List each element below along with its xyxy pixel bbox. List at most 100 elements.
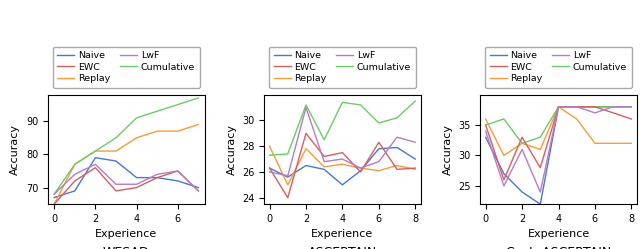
Line: Naive: Naive	[54, 158, 198, 197]
Cumulative	[555, 105, 563, 108]
Replay	[321, 165, 328, 168]
Y-axis label: Accuracy: Accuracy	[10, 124, 20, 175]
EWC	[266, 167, 273, 170]
Replay	[591, 142, 599, 145]
Text: WESAD: WESAD	[103, 246, 150, 249]
LwF	[627, 105, 635, 108]
X-axis label: Experience: Experience	[527, 230, 589, 240]
Cumulative	[573, 105, 580, 108]
Cumulative	[112, 136, 120, 139]
LwF	[92, 163, 99, 166]
Replay	[412, 168, 419, 171]
Naive	[266, 167, 273, 170]
Cumulative	[393, 116, 401, 119]
Replay	[609, 142, 617, 145]
EWC	[51, 203, 58, 206]
Replay	[555, 105, 563, 108]
Replay	[393, 164, 401, 167]
Line: Naive: Naive	[269, 147, 415, 185]
EWC	[375, 141, 383, 144]
Line: EWC: EWC	[54, 168, 198, 204]
Line: Cumulative: Cumulative	[269, 101, 415, 155]
Cumulative	[51, 193, 58, 196]
EWC	[536, 166, 544, 169]
LwF	[518, 148, 526, 151]
Line: EWC: EWC	[486, 107, 631, 180]
Replay	[339, 163, 346, 166]
X-axis label: Experience: Experience	[95, 230, 157, 240]
Replay	[71, 163, 79, 166]
Cumulative	[321, 138, 328, 141]
Replay	[518, 142, 526, 145]
Replay	[482, 118, 490, 121]
LwF	[302, 106, 310, 109]
Naive	[174, 180, 182, 183]
LwF	[356, 167, 364, 170]
Cumulative	[132, 116, 140, 119]
Cumulative	[302, 103, 310, 106]
EWC	[132, 186, 140, 189]
Naive	[555, 105, 563, 108]
Naive	[591, 105, 599, 108]
Cumulative	[266, 154, 273, 157]
LwF	[573, 105, 580, 108]
Naive	[500, 172, 508, 175]
Cumulative	[154, 110, 161, 113]
Cumulative	[92, 150, 99, 153]
Naive	[284, 176, 292, 179]
Naive	[518, 190, 526, 193]
Line: LwF: LwF	[54, 164, 198, 194]
Line: Cumulative: Cumulative	[486, 107, 631, 143]
Line: Replay: Replay	[486, 107, 631, 155]
EWC	[573, 105, 580, 108]
EWC	[174, 170, 182, 173]
LwF	[393, 136, 401, 139]
EWC	[112, 189, 120, 192]
LwF	[266, 171, 273, 174]
LwF	[536, 190, 544, 193]
LwF	[339, 158, 346, 161]
Cumulative	[500, 118, 508, 121]
LwF	[609, 105, 617, 108]
Replay	[132, 136, 140, 139]
Replay	[573, 118, 580, 121]
Naive	[393, 146, 401, 149]
EWC	[71, 180, 79, 183]
Replay	[266, 145, 273, 148]
Replay	[174, 130, 182, 133]
Cumulative	[412, 100, 419, 103]
Naive	[132, 176, 140, 179]
Line: LwF: LwF	[269, 108, 415, 176]
Naive	[573, 105, 580, 108]
Replay	[92, 150, 99, 153]
LwF	[321, 160, 328, 163]
Replay	[375, 169, 383, 172]
LwF	[195, 189, 202, 192]
Naive	[536, 203, 544, 206]
LwF	[482, 130, 490, 133]
Naive	[609, 105, 617, 108]
Line: Replay: Replay	[269, 146, 415, 185]
Line: Cumulative: Cumulative	[54, 98, 198, 194]
Line: Naive: Naive	[486, 107, 631, 204]
Naive	[412, 158, 419, 161]
EWC	[412, 167, 419, 170]
Replay	[154, 130, 161, 133]
Cumulative	[339, 101, 346, 104]
Replay	[536, 148, 544, 151]
Cumulative	[591, 105, 599, 108]
Text: Cust. ASCERTAIN: Cust. ASCERTAIN	[506, 246, 611, 249]
LwF	[71, 173, 79, 176]
EWC	[482, 124, 490, 126]
EWC	[627, 118, 635, 121]
Replay	[51, 203, 58, 206]
EWC	[284, 196, 292, 199]
LwF	[412, 141, 419, 144]
EWC	[591, 105, 599, 108]
Cumulative	[482, 124, 490, 126]
LwF	[284, 174, 292, 177]
EWC	[356, 171, 364, 174]
Cumulative	[518, 142, 526, 145]
Cumulative	[609, 105, 617, 108]
Replay	[356, 167, 364, 170]
